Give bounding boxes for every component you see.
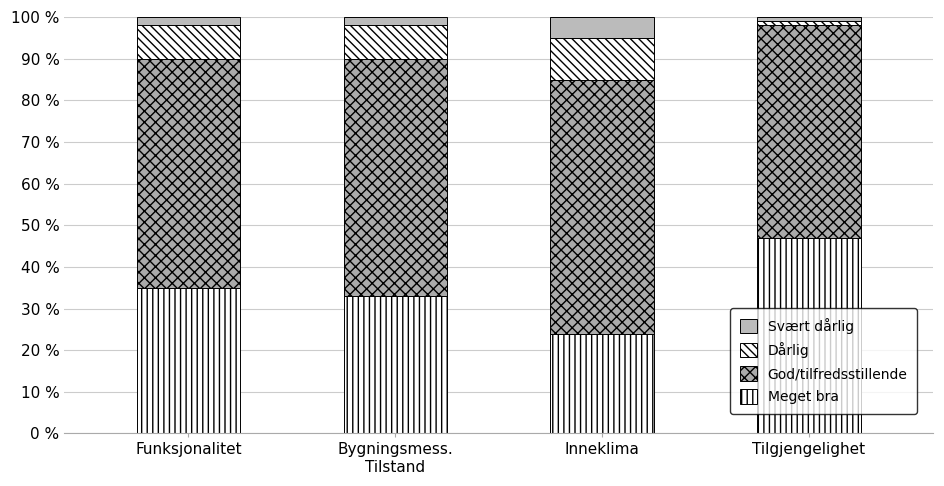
Bar	[757, 21, 861, 25]
Bar	[137, 25, 240, 59]
Bar	[344, 296, 447, 434]
Bar	[137, 17, 240, 25]
Bar	[137, 288, 240, 434]
Bar	[344, 17, 447, 25]
Bar	[550, 38, 653, 80]
Bar	[550, 333, 653, 434]
Bar	[757, 17, 861, 21]
Bar	[344, 25, 447, 59]
Bar	[757, 25, 861, 238]
Bar	[550, 80, 653, 333]
Bar	[550, 17, 653, 38]
Bar	[757, 238, 861, 434]
Bar	[344, 59, 447, 296]
Legend: Svært dårlig, Dårlig, God/tilfredsstillende, Meget bra: Svært dårlig, Dårlig, God/tilfredsstille…	[730, 308, 918, 414]
Bar	[137, 59, 240, 288]
